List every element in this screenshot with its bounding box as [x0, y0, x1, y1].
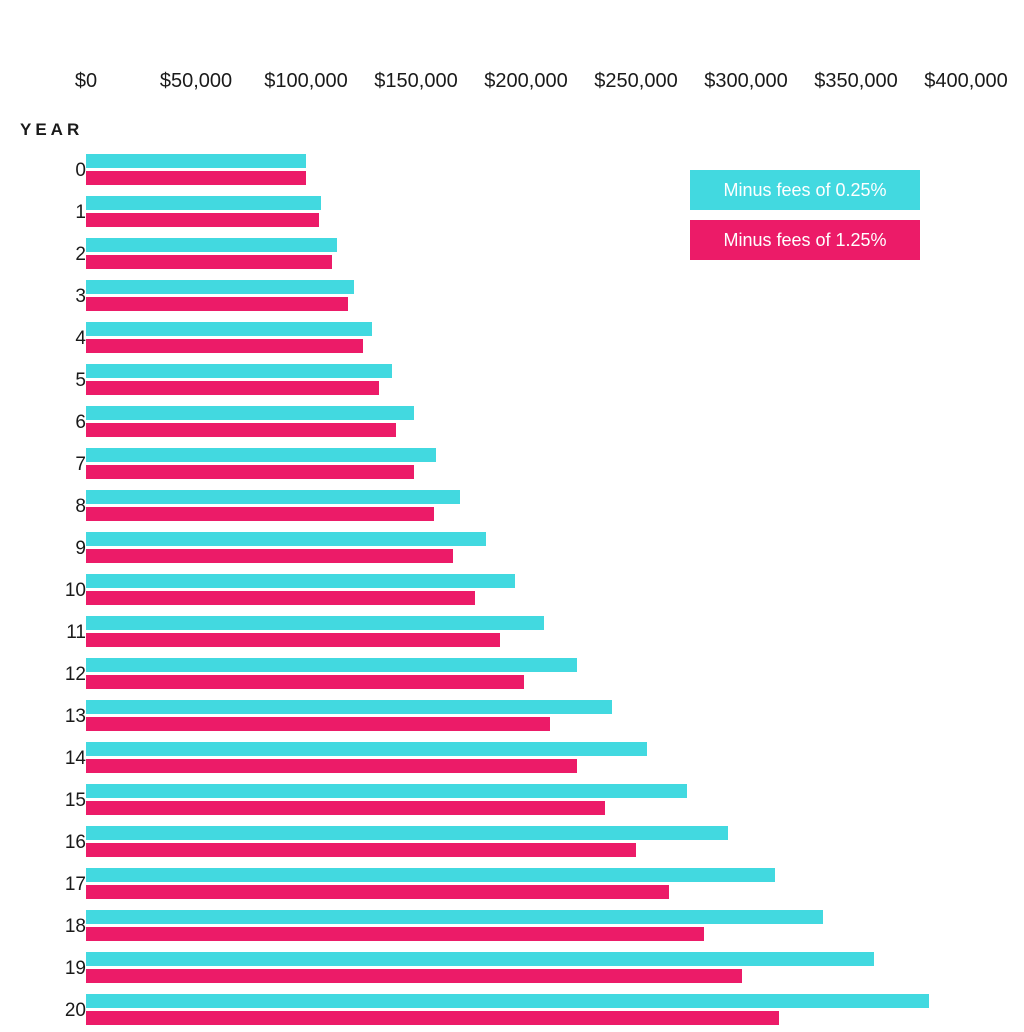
bar-series-a: [86, 196, 321, 210]
y-tick-label: 8: [75, 496, 86, 518]
bar-series-a: [86, 742, 647, 756]
y-tick-label: 18: [65, 916, 86, 938]
y-tick-label: 0: [75, 160, 86, 182]
bar-row: 3: [20, 276, 1004, 318]
y-tick-label: 10: [65, 580, 86, 602]
bar-series-a: [86, 616, 544, 630]
y-tick-label: 1: [75, 202, 86, 224]
y-tick-label: 3: [75, 286, 86, 308]
x-tick: $250,000: [594, 70, 677, 93]
bar-series-a: [86, 238, 337, 252]
bar-series-a: [86, 952, 874, 966]
y-tick-label: 7: [75, 454, 86, 476]
bar-series-b: [86, 633, 500, 647]
x-tick: $100,000: [264, 70, 347, 93]
bar-row: 17: [20, 864, 1004, 906]
x-tick: $200,000: [484, 70, 567, 93]
bar-series-b: [86, 213, 319, 227]
bar-series-a: [86, 364, 392, 378]
x-tick: $300,000: [704, 70, 787, 93]
legend: Minus fees of 0.25% Minus fees of 1.25%: [690, 170, 920, 270]
bar-series-a: [86, 994, 929, 1008]
bar-series-a: [86, 322, 372, 336]
y-tick-label: 16: [65, 832, 86, 854]
bar-row: 8: [20, 486, 1004, 528]
bar-series-b: [86, 255, 332, 269]
bar-series-b: [86, 507, 434, 521]
bar-series-b: [86, 423, 396, 437]
bar-series-b: [86, 381, 379, 395]
bars-area: 01234567891011121314151617181920: [20, 150, 1004, 1032]
bar-series-a: [86, 490, 460, 504]
x-tick: $50,000: [160, 70, 232, 93]
bar-series-b: [86, 339, 363, 353]
y-tick-label: 17: [65, 874, 86, 896]
bar-row: 13: [20, 696, 1004, 738]
bar-series-a: [86, 448, 436, 462]
bar-row: 14: [20, 738, 1004, 780]
y-tick-label: 2: [75, 244, 86, 266]
x-tick: $0: [75, 70, 97, 93]
bar-series-b: [86, 549, 453, 563]
legend-item: Minus fees of 1.25%: [690, 220, 920, 260]
y-tick-label: 19: [65, 958, 86, 980]
bar-series-b: [86, 843, 636, 857]
fees-comparison-chart: $0 $50,000 $100,000 $150,000 $200,000 $250,00…: [20, 70, 1004, 110]
y-tick-label: 13: [65, 706, 86, 728]
bar-row: 20: [20, 990, 1004, 1032]
bar-series-b: [86, 675, 524, 689]
x-tick: $400,000: [924, 70, 1007, 93]
bar-row: 5: [20, 360, 1004, 402]
x-axis: $0 $50,000 $100,000 $150,000 $200,000 $250,00…: [20, 70, 1004, 110]
bar-series-a: [86, 658, 577, 672]
y-axis-title: YEAR: [20, 120, 83, 140]
y-tick-label: 9: [75, 538, 86, 560]
bar-series-b: [86, 969, 742, 983]
y-tick-label: 20: [65, 1000, 86, 1022]
bar-series-a: [86, 700, 612, 714]
bar-series-b: [86, 171, 306, 185]
y-tick-label: 5: [75, 370, 86, 392]
bar-series-a: [86, 532, 486, 546]
bar-series-a: [86, 826, 728, 840]
bar-series-b: [86, 759, 577, 773]
y-tick-label: 11: [66, 622, 86, 644]
y-tick-label: 6: [75, 412, 86, 434]
legend-item: Minus fees of 0.25%: [690, 170, 920, 210]
bar-series-a: [86, 574, 515, 588]
bar-row: 11: [20, 612, 1004, 654]
y-tick-label: 12: [65, 664, 86, 686]
bar-series-a: [86, 868, 775, 882]
bar-row: 19: [20, 948, 1004, 990]
bar-row: 9: [20, 528, 1004, 570]
bar-series-a: [86, 910, 823, 924]
bar-row: 12: [20, 654, 1004, 696]
bar-series-a: [86, 406, 414, 420]
x-tick: $150,000: [374, 70, 457, 93]
bar-series-b: [86, 591, 475, 605]
bar-series-b: [86, 465, 414, 479]
bar-row: 16: [20, 822, 1004, 864]
bar-series-b: [86, 927, 704, 941]
y-tick-label: 4: [75, 328, 86, 350]
bar-series-b: [86, 717, 550, 731]
bar-series-a: [86, 154, 306, 168]
y-tick-label: 15: [65, 790, 86, 812]
bar-series-b: [86, 297, 348, 311]
bar-row: 7: [20, 444, 1004, 486]
bar-row: 4: [20, 318, 1004, 360]
bar-series-a: [86, 280, 354, 294]
bar-row: 15: [20, 780, 1004, 822]
bar-series-a: [86, 784, 687, 798]
bar-row: 6: [20, 402, 1004, 444]
bar-series-b: [86, 1011, 779, 1025]
bar-series-b: [86, 801, 605, 815]
bar-row: 18: [20, 906, 1004, 948]
x-tick: $350,000: [814, 70, 897, 93]
y-tick-label: 14: [65, 748, 86, 770]
bar-series-b: [86, 885, 669, 899]
bar-row: 10: [20, 570, 1004, 612]
